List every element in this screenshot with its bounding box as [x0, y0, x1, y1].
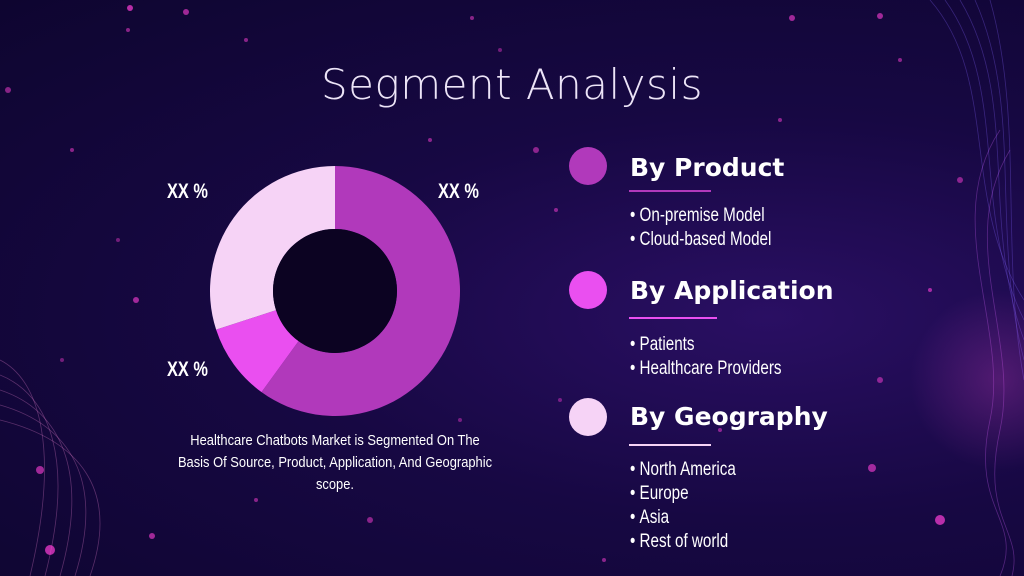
- list-item: Patients: [630, 333, 781, 357]
- geography-marker-icon: [569, 398, 607, 436]
- slice-label-top-right: XX %: [438, 180, 479, 203]
- list-item: Cloud-based Model: [630, 228, 772, 252]
- sparkle-dots: [5, 5, 963, 562]
- left-wave-lines: [0, 359, 101, 576]
- donut-hole: [273, 229, 397, 353]
- donut-slice-1: [261, 166, 460, 416]
- segment-list-application: Patients Healthcare Providers: [630, 333, 782, 381]
- slice-label-bottom-left: XX %: [167, 358, 208, 381]
- segment-underline-geography: [629, 444, 711, 446]
- donut-slice-2: [216, 310, 299, 393]
- segment-title-geography: By Geography: [630, 402, 828, 431]
- list-item: Healthcare Providers: [630, 357, 782, 381]
- segment-list-product: On-premise Model Cloud-based Model: [630, 204, 772, 252]
- donut-slice-3: [210, 166, 335, 330]
- segment-underline-application: [629, 317, 717, 319]
- product-marker-icon: [569, 147, 607, 185]
- list-item: Asia: [630, 506, 736, 530]
- application-marker-icon: [569, 271, 607, 309]
- slice-label-top-left: XX %: [167, 180, 208, 203]
- page-title: Segment Analysis: [321, 60, 703, 109]
- segment-title-application: By Application: [630, 276, 834, 305]
- chart-caption: Healthcare Chatbots Market is Segmented …: [177, 432, 493, 493]
- list-item: On-premise Model: [630, 204, 771, 228]
- list-item: North America: [630, 458, 736, 482]
- donut-chart: [210, 166, 460, 416]
- list-item: Europe: [630, 482, 736, 506]
- segment-title-product: By Product: [630, 153, 785, 182]
- segment-list-geography: North America Europe Asia Rest of world: [630, 458, 736, 554]
- list-item: Rest of world: [630, 530, 736, 554]
- segment-underline-product: [629, 190, 711, 192]
